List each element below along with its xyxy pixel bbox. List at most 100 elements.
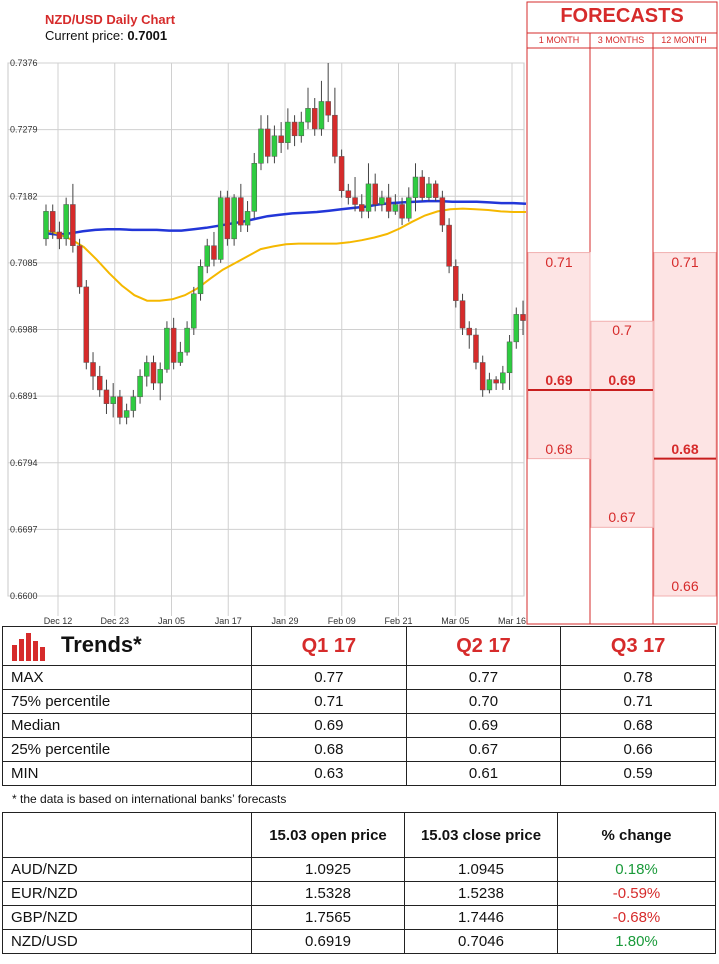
candle [244, 201, 251, 232]
y-tick-label: 0.6697 [10, 524, 38, 534]
trends-row-label: 75% percentile [2, 689, 252, 714]
moving-average-slow [45, 199, 527, 236]
price-open: 1.0925 [251, 857, 405, 882]
bullish-candle-body [365, 183, 372, 212]
trends-table: Trends* Q1 17 Q2 17 Q3 17 MAX 0.77 0.77 0.7… [2, 626, 716, 786]
y-tick-label: 0.7279 [10, 125, 38, 135]
bearish-candle-body [70, 204, 76, 246]
bullish-candle-body [197, 266, 204, 295]
bearish-candle-body [150, 362, 157, 384]
price-change: -0.59% [557, 881, 716, 906]
candle [432, 180, 439, 202]
price-row: EUR/NZD 1.5328 1.5238 -0.59% [2, 881, 716, 906]
forecast-range-box [653, 252, 717, 597]
bearish-candle-body [264, 128, 271, 157]
candle [264, 115, 271, 164]
bullish-candle-body [379, 197, 385, 205]
y-axis-ticks: 0.7376 0.7279 0.7182 0.7085 0.6988 0.6891 0.67… [10, 58, 38, 601]
bearish-candle-body [338, 156, 345, 192]
trends-row: 75% percentile 0.71 0.70 0.71 [2, 689, 716, 714]
trends-row-value: 0.66 [560, 737, 716, 762]
candle [365, 163, 372, 219]
bullish-candle-body [110, 396, 116, 404]
trends-row-value: 0.70 [405, 689, 562, 714]
bullish-candle-body [63, 204, 69, 240]
candle [217, 190, 224, 263]
bearish-candle-body [311, 108, 318, 130]
trends-row: 25% percentile 0.68 0.67 0.66 [2, 737, 716, 762]
bearish-candle-body [479, 362, 486, 391]
candle [338, 149, 345, 198]
x-tick-label: Feb 09 [328, 616, 356, 626]
candle [399, 197, 405, 226]
trends-row-value: 0.68 [560, 713, 716, 738]
bearish-candle-body [83, 286, 90, 363]
candle [325, 63, 331, 123]
candle [466, 321, 473, 349]
candle [137, 369, 143, 404]
bullish-candle-body [258, 128, 264, 164]
candle [144, 355, 150, 387]
candle [486, 372, 493, 394]
candle [379, 190, 385, 212]
candle [513, 307, 520, 349]
candle [352, 177, 358, 212]
bearish-candle-body [90, 362, 96, 377]
bearish-candle-body [96, 375, 103, 391]
price-open: 1.7565 [251, 905, 405, 930]
candle [197, 259, 204, 301]
bullish-candle-body [506, 341, 513, 374]
candle [90, 352, 96, 390]
bullish-candle-body [244, 211, 251, 226]
forecast-min-value: 0.68 [545, 440, 573, 457]
candlesticks [43, 63, 526, 425]
candle [439, 190, 446, 232]
bullish-candle-body [43, 211, 49, 240]
forecast-panel [526, 1, 718, 625]
x-tick-label: Mar 05 [441, 616, 469, 626]
forecast-min-value: 0.67 [608, 509, 636, 526]
forecast-range-box [527, 252, 591, 460]
candle [123, 403, 130, 425]
trends-row-value: 0.59 [560, 761, 716, 786]
bearish-candle-body [345, 190, 352, 198]
candle [426, 177, 432, 202]
trends-row: MAX 0.77 0.77 0.78 [2, 665, 716, 690]
x-tick-label: Feb 21 [384, 616, 412, 626]
y-tick-label: 0.7182 [10, 191, 38, 201]
current-price: Current price: 0.7001 [45, 28, 167, 43]
moving-averages [45, 199, 527, 302]
bullish-candle-body [305, 108, 311, 123]
current-price-label: Current price: [45, 28, 124, 43]
candle [110, 383, 116, 418]
price-pair: NZD/USD [2, 929, 252, 954]
x-tick-label: Mar 16 [498, 616, 526, 626]
bullish-candle-body [271, 135, 278, 157]
candle [258, 115, 264, 171]
bullish-candle-body [184, 327, 190, 353]
x-tick-label: Jan 05 [158, 616, 185, 626]
bearish-candle-body [473, 334, 479, 363]
bullish-candle-body [157, 369, 163, 384]
x-tick-label: Dec 12 [44, 616, 73, 626]
trends-col-q1: Q1 17 [251, 626, 407, 666]
candle [359, 194, 365, 219]
trends-header-row: Trends* Q1 17 Q2 17 Q3 17 [2, 626, 716, 666]
price-pair: GBP/NZD [2, 905, 252, 930]
bearish-candle-body [439, 197, 446, 226]
candle [170, 317, 177, 370]
trends-title-cell: Trends* [2, 626, 252, 666]
bearish-candle-body [76, 245, 83, 288]
trends-row-label: MAX [2, 665, 252, 690]
x-tick-label: Dec 23 [100, 616, 129, 626]
candle [372, 173, 378, 212]
bearish-candle-body [278, 135, 284, 143]
price-close: 1.5238 [404, 881, 558, 906]
candle [83, 280, 90, 370]
candle [157, 362, 163, 401]
bearish-candle-body [359, 204, 365, 212]
candle [412, 163, 419, 212]
bearish-candle-body [224, 197, 231, 240]
bullish-candle-body [412, 176, 419, 198]
bearish-candle-body [459, 300, 466, 329]
